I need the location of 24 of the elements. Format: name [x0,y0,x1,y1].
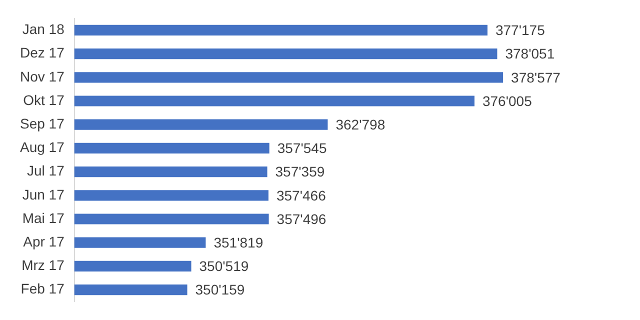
data-label: 357'359 [275,164,325,180]
y-tick-label: Mai 17 [22,210,65,226]
data-label: 350'159 [195,282,245,298]
y-tick-label: Aug 17 [20,139,65,156]
data-label: 377'175 [495,22,546,38]
data-label: 350'519 [199,258,249,274]
y-tick-label: Dez 17 [20,44,65,61]
y-tick-label: Jan 18 [22,21,65,38]
data-label: 351'819 [214,234,264,250]
data-label: 378'577 [511,69,561,86]
y-tick-label: Apr 17 [23,233,65,250]
y-tick-label: Mrz 17 [22,257,65,274]
y-tick-label: Jun 17 [22,186,65,202]
y-tick-label: Jul 17 [27,162,65,179]
y-tick-label: Sep 17 [20,115,65,132]
data-label: 378'051 [505,46,555,62]
data-label: 357'496 [276,210,326,227]
data-label: 357'545 [277,140,327,156]
y-tick-label: Nov 17 [20,68,65,84]
data-label: 357'466 [276,187,326,204]
data-label: 376'005 [482,92,532,109]
y-tick-label: Feb 17 [20,280,65,297]
y-tick-label: Okt 17 [23,92,65,108]
data-label: 362'798 [336,116,386,132]
